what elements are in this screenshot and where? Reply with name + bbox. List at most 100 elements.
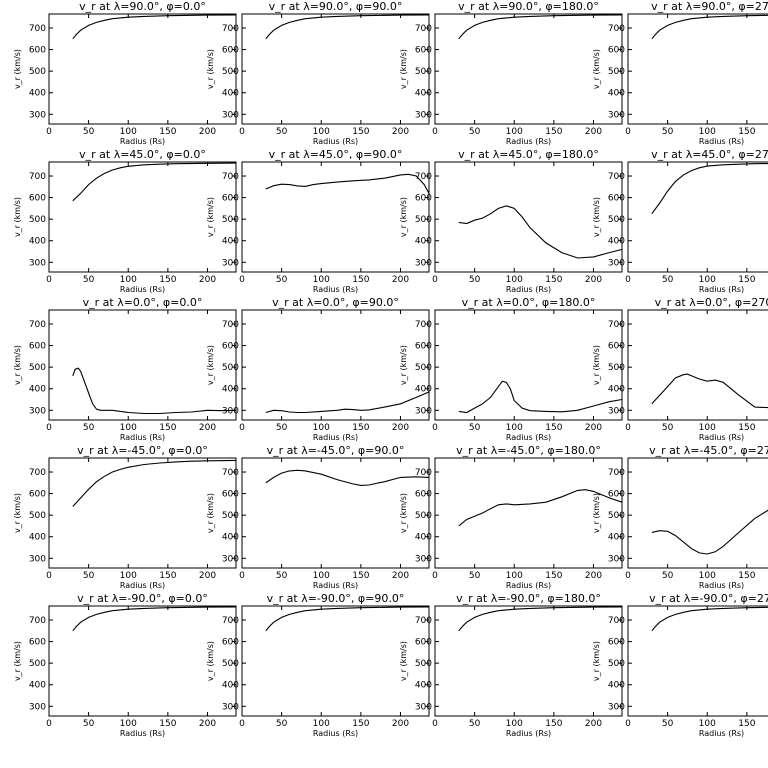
x-tick-label: 150 [545,127,562,137]
x-tick-label: 100 [120,275,137,285]
x-tick-label: 0 [46,571,52,581]
panel-title: v_r at λ=0.0°, φ=180.0° [462,296,596,309]
x-tick-label: 150 [352,571,369,581]
y-axis-label: v_r (km/s) [206,641,215,681]
y-tick-label: 500 [415,215,432,225]
plot-frame [434,13,623,125]
x-tick-label: 0 [239,423,245,433]
y-axis-label: v_r (km/s) [13,493,22,533]
y-tick-label: 300 [415,702,432,712]
panel-0: v_r at λ=90.0°, φ=0.0° 0 50 100 150 200 300 400… [13,0,237,146]
x-tick-label: 150 [738,127,755,137]
x-tick-label: 100 [313,127,330,137]
y-tick-label: 500 [608,659,625,669]
x-tick-label: 200 [199,571,216,581]
y-tick-label: 500 [608,67,625,77]
x-tick-label: 150 [738,571,755,581]
y-axis-label: v_r (km/s) [206,197,215,237]
x-tick-label: 150 [738,275,755,285]
y-axis-label: v_r (km/s) [399,641,408,681]
x-tick-label: 100 [506,127,523,137]
plot-frame [241,161,430,273]
x-tick-label: 50 [83,423,95,433]
y-tick-label: 700 [608,172,625,182]
y-tick-label: 400 [415,89,432,99]
series-line [265,606,430,632]
x-tick-label: 150 [545,571,562,581]
x-tick-label: 100 [506,719,523,729]
x-tick-label: 150 [159,275,176,285]
x-tick-label: 100 [506,571,523,581]
y-tick-label: 400 [608,681,625,691]
y-tick-label: 600 [415,46,432,56]
x-tick-label: 0 [625,275,631,285]
y-tick-label: 400 [29,533,46,543]
y-tick-label: 500 [415,511,432,521]
y-tick-label: 700 [29,468,46,478]
series-line [72,14,237,40]
panel-6: v_r at λ=45.0°, φ=180.0° 0 50 100 150 200 300 4… [399,148,623,294]
panel-18: v_r at λ=-90.0°, φ=180.0° 0 50 100 150 200 300… [399,592,623,738]
y-tick-label: 400 [29,385,46,395]
panel-title: v_r at λ=90.0°, φ=90.0° [269,0,403,13]
y-tick-label: 700 [222,24,239,34]
y-tick-label: 300 [415,406,432,416]
y-tick-label: 500 [608,215,625,225]
x-tick-label: 0 [625,571,631,581]
plot-frame [434,457,623,569]
x-tick-label: 150 [352,423,369,433]
x-axis-label: Radius (Rs) [506,729,551,738]
y-tick-label: 700 [415,616,432,626]
y-tick-label: 500 [29,511,46,521]
x-tick-label: 0 [625,127,631,137]
y-tick-label: 600 [222,46,239,56]
series-line [72,459,237,507]
y-axis-label: v_r (km/s) [592,49,601,89]
panel-title: v_r at λ=45.0°, φ=270.0° [651,148,768,161]
y-tick-label: 600 [222,490,239,500]
x-tick-label: 50 [662,571,674,581]
panel-title: v_r at λ=0.0°, φ=90.0° [272,296,399,309]
panel-title: v_r at λ=45.0°, φ=0.0° [79,148,206,161]
x-tick-label: 200 [392,719,409,729]
panel-12: v_r at λ=-45.0°, φ=0.0° 0 50 100 150 200 300 40… [13,444,237,590]
y-axis-label: v_r (km/s) [13,641,22,681]
y-tick-label: 700 [608,616,625,626]
x-axis-label: Radius (Rs) [120,285,165,294]
plot-frame [627,161,768,273]
series-line [458,205,623,259]
y-tick-label: 300 [29,554,46,564]
y-tick-label: 700 [415,320,432,330]
y-tick-label: 500 [222,67,239,77]
x-tick-label: 0 [432,275,438,285]
x-tick-label: 0 [239,275,245,285]
y-tick-label: 600 [415,194,432,204]
x-tick-label: 50 [276,423,288,433]
x-tick-label: 150 [352,127,369,137]
y-tick-label: 300 [29,110,46,120]
x-axis-label: Radius (Rs) [699,433,744,442]
panel-title: v_r at λ=-90.0°, φ=0.0° [77,592,208,605]
y-tick-label: 700 [222,172,239,182]
x-tick-label: 50 [469,275,481,285]
y-tick-label: 300 [222,406,239,416]
plot-frame [627,457,768,569]
x-tick-label: 150 [352,719,369,729]
y-tick-label: 600 [222,194,239,204]
x-tick-label: 50 [662,127,674,137]
y-tick-label: 300 [29,406,46,416]
y-tick-label: 500 [415,363,432,373]
x-tick-label: 50 [83,127,95,137]
series-line [651,373,768,409]
y-tick-label: 600 [608,490,625,500]
y-tick-label: 300 [222,702,239,712]
plot-frame [241,309,430,421]
x-tick-label: 100 [699,719,716,729]
x-tick-label: 50 [83,571,95,581]
y-tick-label: 700 [415,468,432,478]
x-axis-label: Radius (Rs) [313,137,358,146]
y-tick-label: 600 [608,194,625,204]
y-tick-label: 300 [222,554,239,564]
y-tick-label: 700 [29,24,46,34]
